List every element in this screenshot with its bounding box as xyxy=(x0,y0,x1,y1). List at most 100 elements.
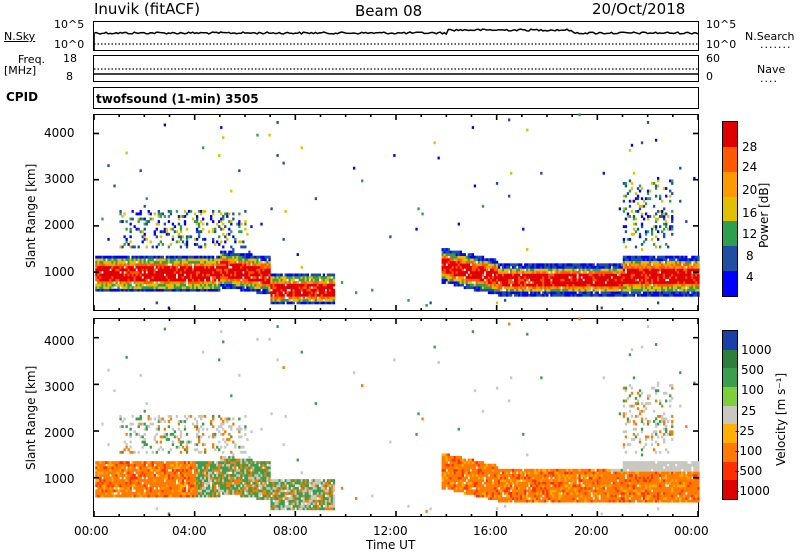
velocity-cell xyxy=(129,427,132,431)
power-cell xyxy=(238,255,241,259)
velocity-cell xyxy=(449,463,452,467)
power-cell xyxy=(262,276,265,279)
power-cell xyxy=(302,286,305,290)
velocity-cell xyxy=(173,466,177,470)
power-cell xyxy=(330,286,334,290)
power-cell xyxy=(208,286,211,290)
velocity-cell xyxy=(129,481,132,485)
velocity-cell xyxy=(292,484,295,488)
velocity-cell xyxy=(161,491,165,495)
power-cell xyxy=(244,255,247,259)
velocity-cell xyxy=(121,420,124,423)
velocity-cell xyxy=(326,479,330,482)
velocity-cell xyxy=(258,473,261,477)
power-cell xyxy=(179,263,183,267)
velocity-cell xyxy=(503,471,507,475)
power-cell xyxy=(248,268,251,272)
power-cell xyxy=(149,286,152,290)
velocity-cell xyxy=(499,476,503,480)
velocity-cell xyxy=(310,484,313,488)
velocity-cell xyxy=(314,484,318,488)
velocity-cell xyxy=(163,435,167,439)
velocity-cell xyxy=(242,468,245,472)
velocity-cell xyxy=(475,484,479,488)
power-cell xyxy=(274,281,277,284)
velocity-cell xyxy=(224,440,227,444)
velocity-cell xyxy=(121,463,124,467)
velocity-cell xyxy=(455,484,458,488)
velocity-cell xyxy=(300,489,303,493)
colorbar-segment xyxy=(723,461,737,481)
power-cell xyxy=(185,263,189,267)
power-cell xyxy=(270,273,273,277)
velocity-cell xyxy=(95,479,98,482)
velocity-cell xyxy=(97,468,100,472)
velocity-cell xyxy=(300,481,303,485)
velocity-cell xyxy=(264,473,267,477)
velocity-cell xyxy=(181,489,185,493)
velocity-cell xyxy=(197,489,201,493)
power-cell xyxy=(101,278,104,282)
power-cell xyxy=(300,146,303,150)
power-cell xyxy=(189,209,193,213)
power-cell xyxy=(195,220,199,223)
velocity-cell xyxy=(510,497,513,500)
velocity-cell xyxy=(443,471,446,475)
power-cell xyxy=(222,255,225,259)
power-cell xyxy=(244,258,247,262)
power-cell xyxy=(121,281,124,284)
power-cell xyxy=(242,288,245,292)
velocity-cell xyxy=(167,414,171,418)
velocity-cell xyxy=(465,463,469,467)
velocity-cell xyxy=(526,332,529,336)
power-cell xyxy=(107,283,110,287)
velocity-cell xyxy=(139,414,142,418)
velocity-cell xyxy=(95,494,98,498)
velocity-cell xyxy=(236,471,239,475)
velocity-cell xyxy=(280,499,283,503)
velocity-cell xyxy=(203,481,207,485)
velocity-cell xyxy=(147,479,150,482)
velocity-cell xyxy=(163,486,167,490)
power-cell xyxy=(260,263,263,267)
velocity-cell xyxy=(224,461,227,465)
velocity-cell xyxy=(159,484,162,488)
power-cell xyxy=(224,212,227,216)
power-cell xyxy=(127,265,130,269)
velocity-cell xyxy=(203,463,207,467)
velocity-cell xyxy=(173,489,177,493)
power-cell xyxy=(143,276,146,279)
power-cell xyxy=(459,255,462,259)
power-cell xyxy=(270,293,273,297)
velocity-cell xyxy=(469,479,473,482)
velocity-cell xyxy=(248,458,251,462)
power-cell xyxy=(214,273,217,277)
power-cell xyxy=(314,288,318,292)
velocity-cell xyxy=(171,471,175,475)
power-cell xyxy=(242,260,245,264)
power-cell xyxy=(538,276,541,279)
power-cell xyxy=(520,281,523,284)
power-cell xyxy=(471,270,475,274)
power-cell xyxy=(268,260,271,264)
power-cell xyxy=(514,293,517,297)
power-cell xyxy=(212,263,215,267)
velocity-cell xyxy=(159,463,162,467)
power-cell xyxy=(153,270,156,274)
velocity-cell xyxy=(228,468,231,472)
velocity-cell xyxy=(507,322,511,326)
power-cell xyxy=(197,278,201,282)
power-cell xyxy=(495,270,499,274)
power-cell xyxy=(238,265,241,269)
power-cell xyxy=(443,278,446,282)
velocity-cell xyxy=(473,491,477,495)
power-cell xyxy=(459,250,462,254)
power-cell xyxy=(465,255,469,259)
power-cell xyxy=(246,281,249,284)
power-cell xyxy=(246,278,249,282)
velocity-cell xyxy=(171,494,175,498)
power-cell xyxy=(199,258,203,262)
velocity-cell xyxy=(256,463,259,467)
velocity-cell xyxy=(228,481,231,485)
velocity-cell xyxy=(393,358,396,362)
